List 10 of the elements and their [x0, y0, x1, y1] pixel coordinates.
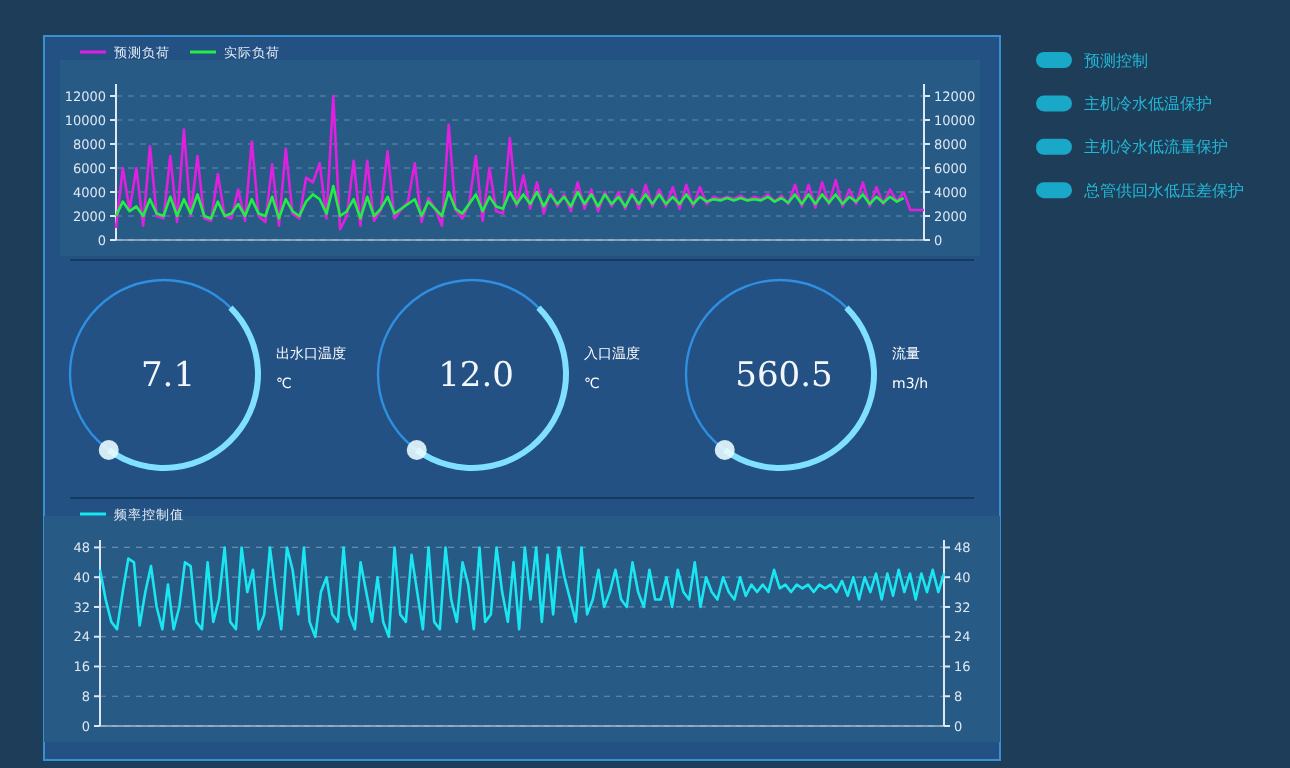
category-label: 预测控制	[1084, 51, 1148, 70]
category-label: 主机冷水低流量保护	[1084, 138, 1228, 157]
line-series	[114, 94, 926, 231]
line-series	[114, 184, 905, 220]
category-label: 主机冷水低温保护	[1084, 95, 1212, 113]
text: 560.5	[735, 355, 833, 396]
text: 7.1	[140, 355, 196, 396]
text: 12.0	[438, 355, 514, 396]
line-series	[98, 546, 946, 639]
category-label: 总管供回水低压差保护	[1082, 181, 1244, 200]
